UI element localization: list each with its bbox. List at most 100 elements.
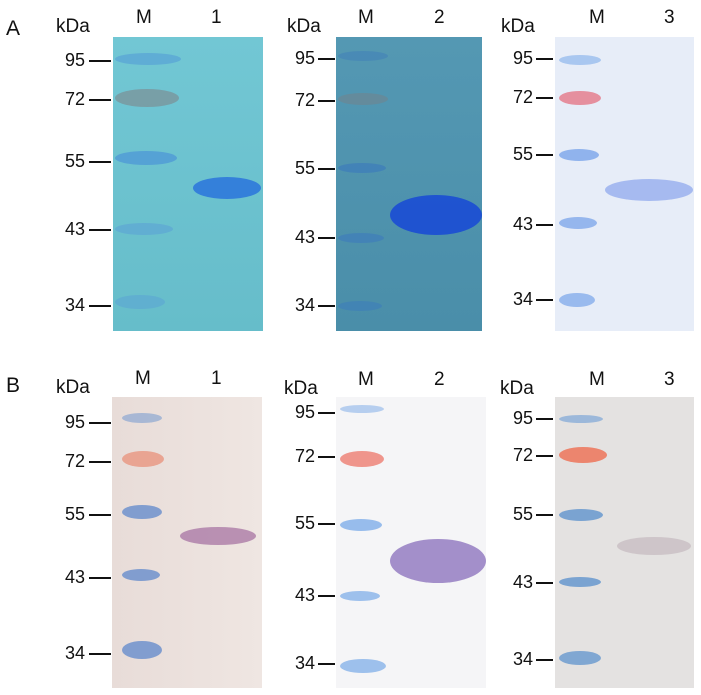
marker-tick-34 bbox=[89, 653, 111, 655]
marker-label-55: 55 bbox=[294, 513, 315, 533]
marker-label-55: 55 bbox=[512, 504, 533, 524]
sample-band bbox=[390, 195, 482, 235]
marker-label-43: 43 bbox=[512, 572, 533, 592]
marker-label-72: 72 bbox=[294, 90, 315, 110]
marker-band-34 bbox=[122, 641, 162, 659]
marker-band-72 bbox=[559, 447, 607, 463]
marker-band-95 bbox=[115, 53, 181, 65]
marker-tick-55 bbox=[89, 514, 111, 516]
kda-unit-label: kDa bbox=[284, 378, 318, 399]
marker-label-95: 95 bbox=[294, 48, 315, 68]
marker-label-34: 34 bbox=[64, 643, 85, 663]
marker-label-95: 95 bbox=[512, 48, 533, 68]
marker-band-43 bbox=[559, 577, 601, 587]
sample-band bbox=[390, 539, 486, 583]
marker-band-34 bbox=[115, 295, 165, 309]
marker-label-72: 72 bbox=[512, 445, 533, 465]
marker-label-43: 43 bbox=[64, 567, 85, 587]
marker-lane-label: M bbox=[358, 369, 374, 390]
marker-tick-95 bbox=[536, 58, 553, 60]
marker-label-72: 72 bbox=[64, 89, 85, 109]
row-label-a: A bbox=[6, 17, 21, 40]
sample-lane-label: 2 bbox=[434, 369, 445, 390]
marker-band-55 bbox=[559, 149, 599, 161]
kda-unit-label: kDa bbox=[500, 378, 534, 399]
blot-image-b1 bbox=[112, 397, 262, 688]
marker-label-34: 34 bbox=[64, 295, 85, 315]
marker-tick-34 bbox=[318, 305, 335, 307]
marker-label-43: 43 bbox=[294, 585, 315, 605]
marker-tick-43 bbox=[89, 577, 111, 579]
marker-label-55: 55 bbox=[64, 151, 85, 171]
marker-tick-72 bbox=[536, 97, 553, 99]
marker-label-72: 72 bbox=[64, 451, 85, 471]
marker-tick-95 bbox=[536, 418, 553, 420]
marker-label-55: 55 bbox=[64, 504, 85, 524]
marker-tick-95 bbox=[89, 60, 111, 62]
sample-lane-label: 1 bbox=[211, 7, 222, 28]
marker-tick-72 bbox=[318, 100, 335, 102]
marker-tick-43 bbox=[318, 237, 335, 239]
row-label-b: B bbox=[6, 374, 21, 397]
marker-band-34 bbox=[340, 659, 386, 673]
marker-tick-34 bbox=[318, 663, 335, 665]
marker-label-55: 55 bbox=[294, 158, 315, 178]
marker-tick-72 bbox=[89, 461, 111, 463]
marker-lane-label: M bbox=[135, 368, 151, 389]
sample-band bbox=[193, 177, 261, 199]
marker-band-72 bbox=[122, 451, 164, 467]
marker-tick-43 bbox=[89, 229, 111, 231]
marker-band-55 bbox=[559, 509, 603, 521]
marker-label-95: 95 bbox=[294, 402, 315, 422]
blot-image-b3 bbox=[555, 397, 694, 688]
marker-band-43 bbox=[115, 223, 173, 235]
marker-tick-34 bbox=[89, 305, 111, 307]
marker-band-34 bbox=[338, 301, 382, 311]
marker-lane-label: M bbox=[358, 7, 374, 28]
sample-band bbox=[180, 527, 256, 545]
marker-tick-55 bbox=[536, 514, 553, 516]
marker-label-34: 34 bbox=[294, 653, 315, 673]
kda-unit-label: kDa bbox=[501, 16, 535, 37]
marker-band-95 bbox=[559, 55, 601, 65]
marker-tick-43 bbox=[536, 224, 553, 226]
marker-tick-43 bbox=[536, 582, 553, 584]
marker-tick-55 bbox=[318, 523, 335, 525]
marker-lane-label: M bbox=[589, 369, 605, 390]
sample-lane-label: 3 bbox=[664, 7, 675, 28]
marker-label-43: 43 bbox=[64, 219, 85, 239]
marker-tick-72 bbox=[536, 455, 553, 457]
marker-label-72: 72 bbox=[512, 87, 533, 107]
marker-band-43 bbox=[559, 217, 597, 229]
marker-label-55: 55 bbox=[512, 144, 533, 164]
marker-tick-55 bbox=[536, 154, 553, 156]
marker-tick-34 bbox=[536, 659, 553, 661]
marker-tick-55 bbox=[318, 168, 335, 170]
marker-tick-95 bbox=[89, 422, 111, 424]
sample-lane-label: 2 bbox=[434, 7, 445, 28]
marker-lane-label: M bbox=[589, 7, 605, 28]
marker-band-72 bbox=[559, 91, 601, 105]
marker-label-34: 34 bbox=[512, 649, 533, 669]
gel-image-a2 bbox=[336, 37, 482, 331]
marker-label-43: 43 bbox=[512, 214, 533, 234]
marker-band-72 bbox=[340, 451, 384, 467]
marker-label-95: 95 bbox=[64, 50, 85, 70]
marker-tick-43 bbox=[318, 595, 335, 597]
marker-band-34 bbox=[559, 651, 601, 665]
kda-unit-label: kDa bbox=[56, 16, 90, 37]
marker-tick-72 bbox=[89, 99, 111, 101]
marker-band-55 bbox=[122, 505, 162, 519]
marker-tick-95 bbox=[318, 58, 335, 60]
blot-image-b2 bbox=[336, 397, 486, 688]
kda-unit-label: kDa bbox=[56, 377, 90, 398]
marker-band-72 bbox=[338, 93, 388, 105]
marker-band-43 bbox=[338, 233, 384, 243]
gel-image-a3 bbox=[555, 37, 694, 331]
marker-band-95 bbox=[559, 415, 603, 423]
marker-lane-label: M bbox=[136, 7, 152, 28]
sample-band bbox=[605, 179, 693, 201]
marker-band-95 bbox=[338, 51, 388, 61]
marker-label-95: 95 bbox=[512, 408, 533, 428]
marker-label-34: 34 bbox=[294, 295, 315, 315]
